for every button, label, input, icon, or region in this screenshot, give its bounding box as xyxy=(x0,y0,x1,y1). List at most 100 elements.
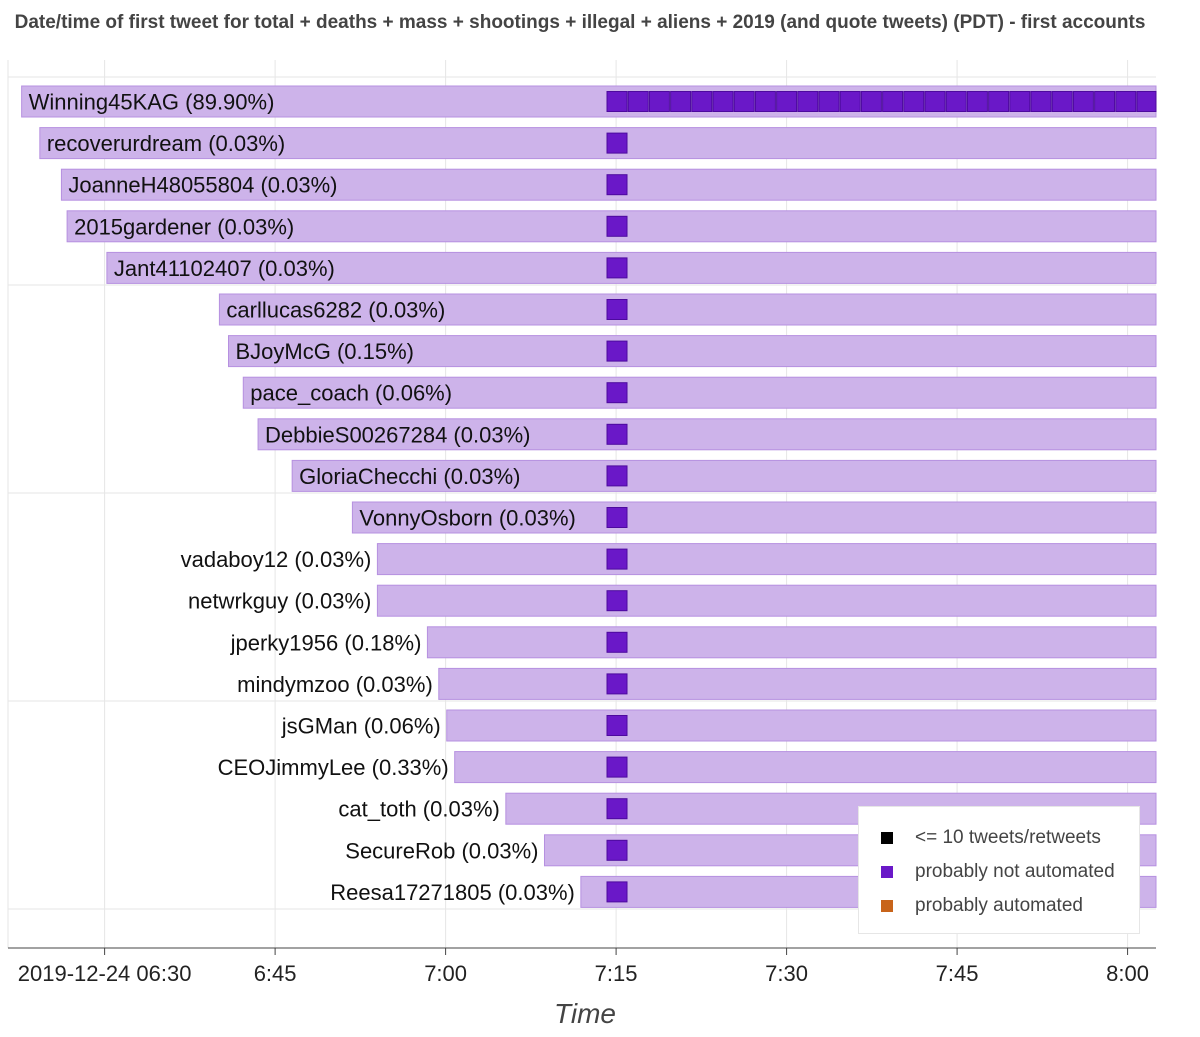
account-bar xyxy=(257,418,1157,451)
tweet-marker xyxy=(606,631,628,653)
account-bar xyxy=(106,251,1157,284)
x-tick-label: 6:45 xyxy=(254,961,297,986)
tweet-marker xyxy=(903,91,925,112)
legend-item: probably automated xyxy=(859,889,1139,923)
account-bar xyxy=(228,335,1157,368)
tweet-marker xyxy=(606,465,628,487)
tweet-marker xyxy=(691,91,713,112)
legend-label: probably not automated xyxy=(915,861,1115,882)
tweet-marker xyxy=(1072,91,1094,112)
account-labels: Winning45KAG (89.90%) recoverurdream (0.0… xyxy=(29,90,576,905)
account-bar xyxy=(446,709,1157,742)
tweet-marker xyxy=(882,91,904,112)
tweet-marker xyxy=(606,174,628,196)
account-bar xyxy=(454,751,1157,784)
account-label: VonnyOsborn (0.03%) xyxy=(359,506,575,531)
account-bar xyxy=(39,127,1157,160)
tweet-marker xyxy=(606,132,628,154)
tweet-marker xyxy=(712,91,734,112)
account-label: jsGMan (0.06%) xyxy=(281,714,441,739)
tweet-marker xyxy=(606,423,628,445)
x-axis-title: Time xyxy=(554,998,616,1029)
tweet-marker xyxy=(1009,91,1031,112)
account-label: recoverurdream (0.03%) xyxy=(47,131,285,156)
legend-swatch xyxy=(881,866,893,878)
account-label: BJoyMcG (0.15%) xyxy=(236,339,415,364)
tweet-marker xyxy=(818,91,840,112)
account-bar xyxy=(218,293,1157,326)
tweet-marker xyxy=(839,91,861,112)
account-bar xyxy=(291,459,1157,492)
account-label: pace_coach (0.06%) xyxy=(250,381,452,406)
tweet-markers xyxy=(606,91,1157,903)
x-tick-label: 7:30 xyxy=(765,961,808,986)
account-label: mindymzoo (0.03%) xyxy=(237,672,433,697)
account-bar xyxy=(351,501,1157,534)
account-label: Winning45KAG (89.90%) xyxy=(29,90,275,115)
legend-label: probably automated xyxy=(915,895,1083,916)
tweet-marker xyxy=(606,548,628,570)
x-tick-label: 7:45 xyxy=(936,961,979,986)
tweet-marker xyxy=(606,507,628,528)
tweet-marker xyxy=(606,673,628,695)
legend-swatch xyxy=(881,900,893,912)
tweet-marker xyxy=(606,881,628,903)
x-tick-label: 8:00 xyxy=(1106,961,1149,986)
account-bars xyxy=(21,85,1157,908)
legend-swatch xyxy=(881,832,893,844)
tweet-marker xyxy=(606,299,628,320)
account-bar xyxy=(376,584,1157,617)
tweet-marker xyxy=(1051,91,1073,112)
account-label: 2015gardener (0.03%) xyxy=(74,214,294,239)
account-label: GloriaChecchi (0.03%) xyxy=(299,464,520,489)
account-bar xyxy=(438,667,1157,700)
tweet-marker xyxy=(606,382,628,404)
tweet-marker xyxy=(606,756,628,778)
tweet-marker xyxy=(966,91,988,112)
account-label: jperky1956 (0.18%) xyxy=(230,630,422,655)
tweet-marker xyxy=(606,839,628,861)
account-label: netwrkguy (0.03%) xyxy=(188,589,371,614)
account-label: JoanneH48055804 (0.03%) xyxy=(68,173,337,198)
tweet-marker xyxy=(797,91,819,112)
x-tick-label: 7:00 xyxy=(424,961,467,986)
tweet-marker xyxy=(606,715,628,736)
tweet-marker xyxy=(945,91,967,112)
tweet-marker xyxy=(606,257,628,279)
tweet-marker xyxy=(606,798,628,820)
tweet-marker xyxy=(1115,91,1137,112)
tweet-marker xyxy=(1136,91,1157,112)
account-bar xyxy=(426,626,1157,659)
tweet-marker xyxy=(776,91,798,112)
tweet-marker xyxy=(648,91,670,112)
account-bar xyxy=(376,543,1157,576)
tweet-marker xyxy=(606,91,628,112)
tweet-marker xyxy=(627,91,649,112)
account-label: carllucas6282 (0.03%) xyxy=(226,298,445,323)
account-label: CEOJimmyLee (0.33%) xyxy=(218,755,449,780)
account-label: cat_toth (0.03%) xyxy=(338,797,499,822)
account-bar xyxy=(242,376,1157,409)
legend-item: probably not automated xyxy=(859,855,1139,889)
tweet-marker xyxy=(860,91,882,112)
tweet-marker xyxy=(988,91,1010,112)
x-tick-label: 7:15 xyxy=(595,961,638,986)
tweet-marker xyxy=(754,91,776,112)
account-label: vadaboy12 (0.03%) xyxy=(181,547,372,572)
chart-title: Date/time of first tweet for total + dea… xyxy=(14,12,1146,33)
tweet-marker xyxy=(606,215,628,237)
tweet-marker xyxy=(924,91,946,112)
tweet-marker xyxy=(606,340,628,362)
account-label: DebbieS00267284 (0.03%) xyxy=(265,422,530,447)
tweet-marker xyxy=(1030,91,1052,112)
legend-label: <= 10 tweets/retweets xyxy=(915,827,1101,848)
tweet-marker xyxy=(1094,91,1116,112)
x-axis: 2019-12-24 06:30 6:45 7:00 7:15 7:30 7:45 8:00 xyxy=(8,947,1156,986)
legend-item: <= 10 tweets/retweets xyxy=(859,821,1139,855)
chart-legend: <= 10 tweets/retweets probably not automa… xyxy=(858,806,1140,934)
account-label: SecureRob (0.03%) xyxy=(345,838,538,863)
account-label: Reesa17271805 (0.03%) xyxy=(330,880,575,905)
tweet-marker xyxy=(670,91,692,112)
x-tick-label: 2019-12-24 06:30 xyxy=(18,961,192,986)
